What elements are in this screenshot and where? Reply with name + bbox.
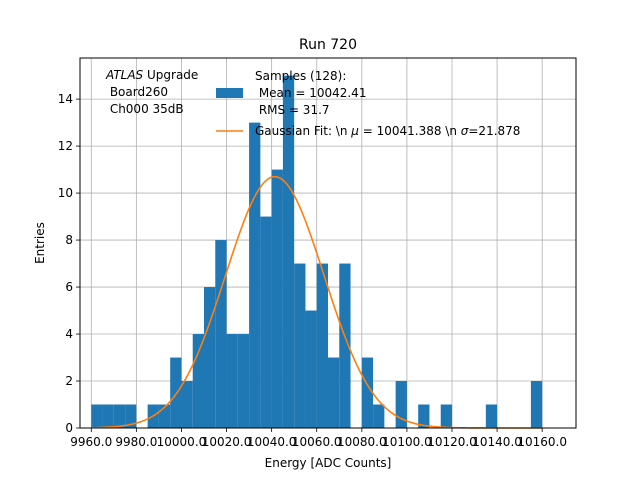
histogram-bar <box>113 404 126 428</box>
histogram-bar <box>440 404 452 428</box>
fit-label-post: =21.878 <box>468 124 520 138</box>
y-tick-label: 2 <box>65 374 73 388</box>
legend-hist-swatch <box>216 88 243 98</box>
histogram-bar <box>282 75 295 428</box>
histogram-bar <box>181 381 193 428</box>
histogram-bars <box>91 75 543 429</box>
histogram-bar <box>305 310 317 428</box>
annotation-upgrade: Upgrade <box>143 68 198 82</box>
annotation-atlas: ATLAS <box>105 68 144 82</box>
histogram-bar <box>339 263 351 428</box>
histogram-bar <box>102 404 114 428</box>
y-tick-label: 4 <box>65 327 73 341</box>
fit-sigma-symbol: σ <box>461 124 469 138</box>
histogram-bar <box>170 357 182 428</box>
x-tick-label: 10100.0 <box>382 435 432 449</box>
x-tick-label: 10040.0 <box>247 435 297 449</box>
y-tick-label: 6 <box>65 280 73 294</box>
histogram-bar <box>395 381 407 428</box>
histogram-bar <box>125 404 137 428</box>
x-tick-label: 10060.0 <box>292 435 342 449</box>
x-tick-label: 10140.0 <box>472 435 522 449</box>
y-axis-label: Entries <box>33 222 47 264</box>
histogram-bar <box>294 263 306 428</box>
legend-hist-label-2: Mean = 10042.41 <box>255 86 366 100</box>
histogram-bar <box>237 334 250 428</box>
x-tick-label: 10080.0 <box>337 435 387 449</box>
histogram-bar <box>204 287 216 428</box>
histogram-bar <box>260 216 272 428</box>
y-tick-label: 12 <box>58 139 73 153</box>
histogram-bar <box>418 404 430 428</box>
x-axis-label: Energy [ADC Counts] <box>265 456 392 470</box>
histogram-bar <box>530 381 543 428</box>
x-tick-label: 10120.0 <box>427 435 477 449</box>
histogram-bar <box>361 357 374 428</box>
legend-fit-label: Gaussian Fit: \n μ = 10041.388 \n σ=21.8… <box>255 124 520 138</box>
fit-mu-symbol: μ <box>350 124 359 138</box>
x-tick-label: 10160.0 <box>517 435 567 449</box>
x-axis-ticks: 9960.0 9980.0 10000.010020.010040.010060.0… <box>70 428 567 449</box>
histogram-bar <box>91 404 103 428</box>
fit-label-mid: = 10041.388 \n <box>359 124 461 138</box>
y-tick-label: 14 <box>58 92 73 106</box>
legend: Samples (128): Mean = 10042.41 RMS = 31.… <box>216 69 520 138</box>
legend-hist-label-3: RMS = 31.7 <box>255 103 330 117</box>
fit-label-pre: Gaussian Fit: \n <box>255 124 351 138</box>
annotation-line-1: ATLAS Upgrade <box>105 68 198 82</box>
plot-frame <box>79 57 577 429</box>
annotation-line-3: Ch000 35dB <box>106 102 184 116</box>
histogram-bar <box>215 240 227 428</box>
x-tick-label: 10020.0 <box>202 435 252 449</box>
histogram-bar <box>192 334 204 428</box>
annotation-line-2: Board260 <box>106 85 168 99</box>
y-tick-label: 8 <box>65 233 73 247</box>
x-tick-label: 10000.0 <box>157 435 207 449</box>
histogram-bar <box>271 169 283 429</box>
y-tick-label: 0 <box>65 421 73 435</box>
x-tick-label: 9980.0 <box>115 435 157 449</box>
histogram-bar <box>316 263 328 428</box>
legend-hist-label-1: Samples (128): <box>255 69 346 83</box>
histogram-bar <box>249 122 261 428</box>
y-axis-ticks: 0 2 4 6 8 10 12 14 <box>58 92 80 435</box>
chart-title: Run 720 <box>299 37 357 53</box>
x-tick-label: 9960.0 <box>70 435 112 449</box>
histogram-bar <box>226 334 238 428</box>
histogram-bar <box>485 404 498 428</box>
atlas-annotation: ATLAS Upgrade Board260 Ch000 35dB <box>105 68 198 116</box>
histogram-bar <box>373 404 385 428</box>
histogram-bar <box>328 357 340 428</box>
histogram-bar <box>158 404 171 428</box>
y-tick-label: 10 <box>58 186 73 200</box>
